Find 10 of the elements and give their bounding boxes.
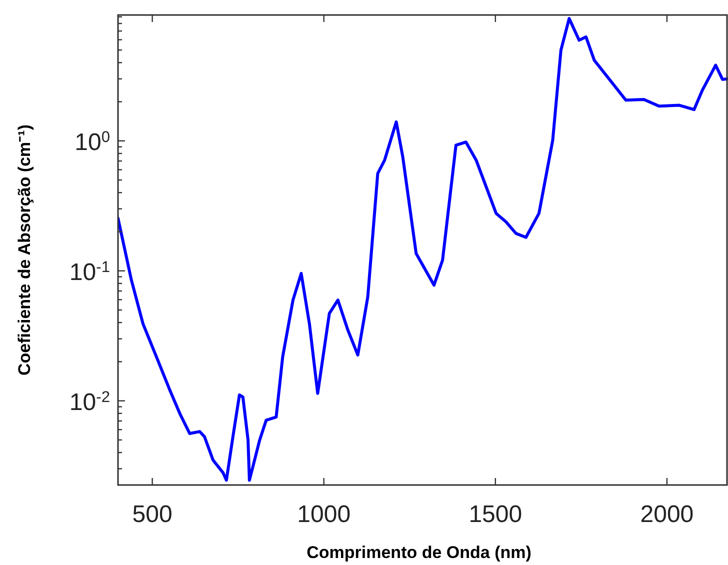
y-tick-label: 10$^{0}$ [74,128,110,156]
y-tick-label: 10$^{-1}$ [69,258,110,286]
x-tick-label: 2000 [640,501,694,528]
x-tick-label: 1500 [468,501,522,528]
line-series [118,17,728,482]
x-tick-label: 500 [132,501,172,528]
x-tick-label: 1000 [297,501,351,528]
x-axis-title: Comprimento de Onda (nm) [306,543,532,562]
y-axis-title: Coeficiente de Absorção (cm⁻¹) [15,124,34,376]
y-tick-label: 10$^{-2}$ [69,388,110,416]
